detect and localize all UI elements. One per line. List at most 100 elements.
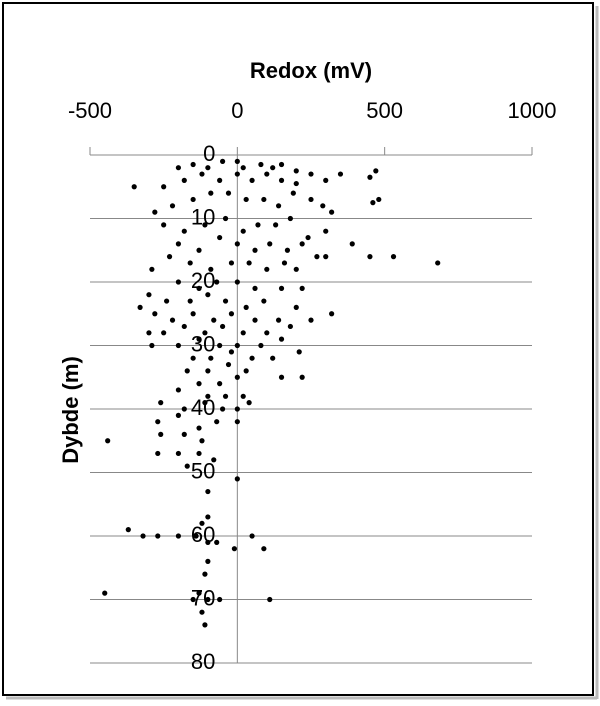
data-point [323,254,329,260]
data-point [175,533,181,539]
data-point [234,342,240,349]
data-point [252,317,258,323]
data-point [258,342,264,349]
data-point [270,165,276,171]
data-point [264,330,270,336]
data-point [149,342,155,349]
data-point [267,241,273,247]
data-point [314,254,320,260]
data-point [234,374,240,380]
data-point [202,222,208,228]
data-point [370,200,376,206]
y-tick-label: 0 [203,141,215,166]
data-point [261,546,267,552]
data-point [270,355,276,361]
data-point [249,533,255,539]
data-point [287,215,293,222]
data-point [202,571,208,577]
data-point [202,622,208,628]
data-point [164,298,170,304]
data-point [190,355,196,361]
data-point [175,342,181,349]
data-point [234,279,240,285]
data-point [299,241,305,247]
data-point [308,196,314,203]
data-point [293,304,299,310]
x-tick-label: 500 [366,98,403,123]
data-point [246,400,252,406]
data-point [293,180,299,187]
data-point [202,400,208,406]
data-point [217,234,223,241]
data-point [243,368,249,374]
data-point [125,527,131,533]
data-point [252,285,258,291]
data-point [228,349,235,355]
data-point [264,171,270,177]
data-point [249,177,255,183]
data-point [367,174,373,180]
data-point [187,260,193,266]
data-point [337,171,344,177]
data-point [278,177,285,183]
data-point [228,260,235,266]
data-point [323,177,329,183]
data-point [161,222,167,228]
data-point [228,311,235,317]
data-point [217,342,223,349]
data-point [199,438,205,444]
data-point [181,323,187,330]
data-point [367,254,373,260]
data-point [305,234,311,241]
data-point [217,177,223,183]
data-point [284,247,291,253]
data-point [220,158,226,164]
x-tick-label: 1000 [508,98,557,123]
data-point [181,431,187,437]
data-point [261,196,267,203]
y-axis-title: Dybde (m) [58,356,83,464]
data-point [196,425,202,431]
data-point [190,311,196,317]
data-point [205,539,211,545]
data-point [281,260,288,266]
data-point [208,190,214,196]
data-point [155,533,161,539]
data-point [202,330,208,336]
data-point [222,393,229,399]
data-point [293,168,299,174]
data-point [155,450,161,457]
data-point [261,298,267,304]
data-point [211,457,217,463]
data-point [252,247,258,253]
data-point [146,330,152,336]
data-point [199,609,205,615]
data-point [205,393,211,399]
data-point [175,165,181,171]
data-point [158,400,164,406]
data-point [184,368,190,374]
data-point [169,203,176,209]
data-point [217,596,223,603]
y-tick-label: 80 [191,649,215,674]
data-point [214,539,220,545]
data-point [308,317,314,323]
data-point [131,184,137,190]
data-point [187,298,193,304]
data-point [240,330,246,336]
data-point [287,323,293,330]
data-point [211,317,217,323]
data-point [225,190,232,196]
data-point [231,546,237,552]
data-point [146,292,152,298]
y-tick-label: 30 [191,331,215,356]
data-point [214,419,220,425]
data-point [175,450,181,457]
data-point [199,520,205,526]
data-point [190,596,196,603]
data-point [205,558,211,565]
data-point [205,488,211,495]
data-point [175,241,181,247]
data-point [299,285,305,291]
data-point [299,374,305,380]
